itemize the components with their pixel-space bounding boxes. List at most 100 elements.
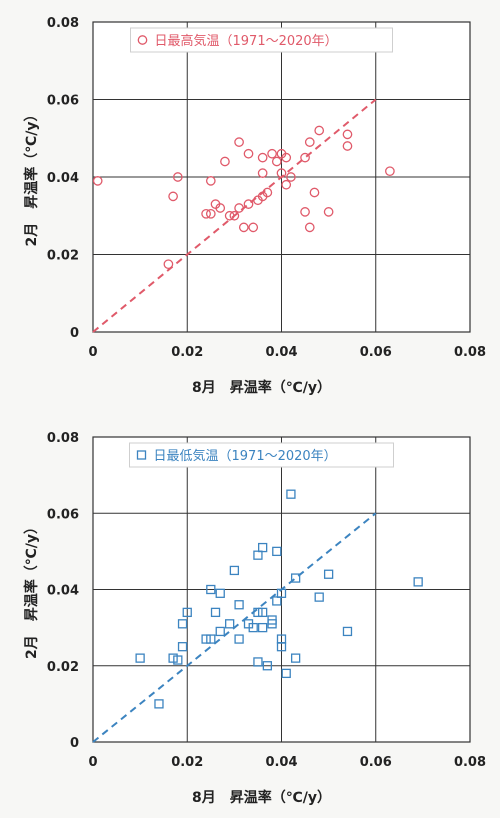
data-point [229, 565, 240, 576]
data-point [201, 208, 211, 219]
x-tick-label: 0.08 [454, 345, 486, 360]
data-point [248, 222, 259, 233]
data-point [206, 584, 216, 595]
data-point [182, 607, 192, 618]
data-point [135, 653, 145, 663]
reference-line [92, 512, 377, 743]
data-point [238, 222, 249, 233]
data-point [267, 148, 277, 159]
data-point [342, 141, 353, 151]
y-tick-label: 0.08 [47, 431, 79, 446]
y-tick-label: 0.08 [47, 16, 79, 31]
data-point [173, 655, 183, 665]
data-point [224, 210, 235, 221]
y-axis-label: 2月 昇温率（℃/y） [23, 520, 40, 659]
data-point [253, 607, 263, 618]
legend-marker [137, 35, 148, 45]
data-point [342, 626, 353, 637]
chart-2: 0 0.02 0.04 0.06 0.08 0 0.02 0.04 0.06 0.08 日最低気温（… [23, 431, 486, 806]
data-point [304, 222, 315, 233]
data-point [290, 573, 301, 583]
data-point [177, 642, 188, 652]
data-point [271, 156, 282, 167]
data-point [267, 619, 277, 629]
data-point [253, 657, 263, 667]
y-tick-label: 0 [70, 326, 79, 341]
data-point [276, 168, 287, 178]
data-point [257, 622, 268, 633]
data-point [168, 191, 178, 202]
data-point [220, 156, 230, 167]
data-point [92, 176, 103, 186]
x-tick-label: 0 [88, 345, 97, 360]
x-tick-label: 0.02 [171, 755, 203, 770]
data-point [210, 607, 221, 618]
data-point [172, 172, 183, 182]
x-tick-label: 0.08 [454, 755, 486, 770]
data-point [281, 668, 291, 679]
data-point [276, 642, 287, 652]
data-point [272, 546, 282, 557]
data-point [385, 166, 395, 177]
y-tick-label: 0.02 [47, 660, 79, 675]
x-axis-label: 8月 昇温率（℃/y） [192, 379, 331, 396]
data-point [257, 152, 268, 163]
data-point [281, 179, 292, 190]
data-point [286, 489, 296, 499]
legend-box [130, 27, 393, 53]
data-point [253, 550, 263, 560]
data-point [262, 661, 273, 671]
y-tick-label: 0.04 [47, 171, 79, 186]
x-tick-label: 0 [88, 755, 97, 770]
x-tick-label: 0.02 [171, 345, 203, 360]
y-axis-label: 2月 昇温率（℃/y） [23, 108, 40, 247]
data-point [168, 653, 178, 663]
data-point [234, 600, 244, 610]
data-point [342, 129, 353, 140]
data-point [177, 619, 188, 629]
y-tick-label: 0.04 [47, 584, 79, 599]
data-point [272, 596, 282, 606]
data-point [201, 634, 211, 644]
data-point [234, 137, 244, 147]
data-point [276, 588, 287, 598]
chart-1: 0 0.02 0.04 0.06 0.08 0 0.02 0.04 0.06 0.08 日最高気温（… [23, 16, 486, 396]
legend-label: 日最低気温（1971～2020年） [154, 448, 337, 464]
data-point [257, 542, 268, 553]
data-point [243, 148, 254, 159]
data-point [304, 137, 315, 147]
legend-marker [136, 450, 147, 460]
data-point [290, 653, 301, 663]
y-tick-label: 0.06 [47, 94, 79, 109]
data-point [309, 187, 320, 198]
data-point [257, 168, 268, 178]
legend-label: 日最高気温（1971～2020年） [155, 33, 338, 49]
x-tick-label: 0.04 [265, 755, 297, 770]
data-point [215, 588, 225, 598]
x-tick-label: 0.04 [265, 345, 297, 360]
data-point [323, 207, 334, 217]
data-point [163, 259, 174, 270]
data-point [300, 207, 310, 217]
data-point [205, 176, 216, 186]
data-point [205, 208, 216, 219]
data-point [413, 577, 423, 587]
data-point [215, 203, 226, 213]
y-tick-label: 0 [70, 736, 79, 751]
y-tick-label: 0.02 [47, 249, 79, 264]
data-point [234, 634, 244, 644]
data-point [314, 125, 325, 136]
data-point [248, 622, 258, 633]
data-point [314, 592, 324, 602]
data-point [257, 607, 268, 618]
x-axis-label: 8月 昇温率（℃/y） [192, 789, 331, 806]
data-point [281, 152, 292, 163]
data-point [225, 619, 235, 629]
data-point [243, 199, 254, 209]
data-point [154, 699, 164, 709]
y-tick-label: 0.06 [47, 507, 79, 522]
data-point [229, 210, 240, 221]
data-point [262, 187, 273, 198]
x-tick-label: 0.06 [360, 755, 392, 770]
